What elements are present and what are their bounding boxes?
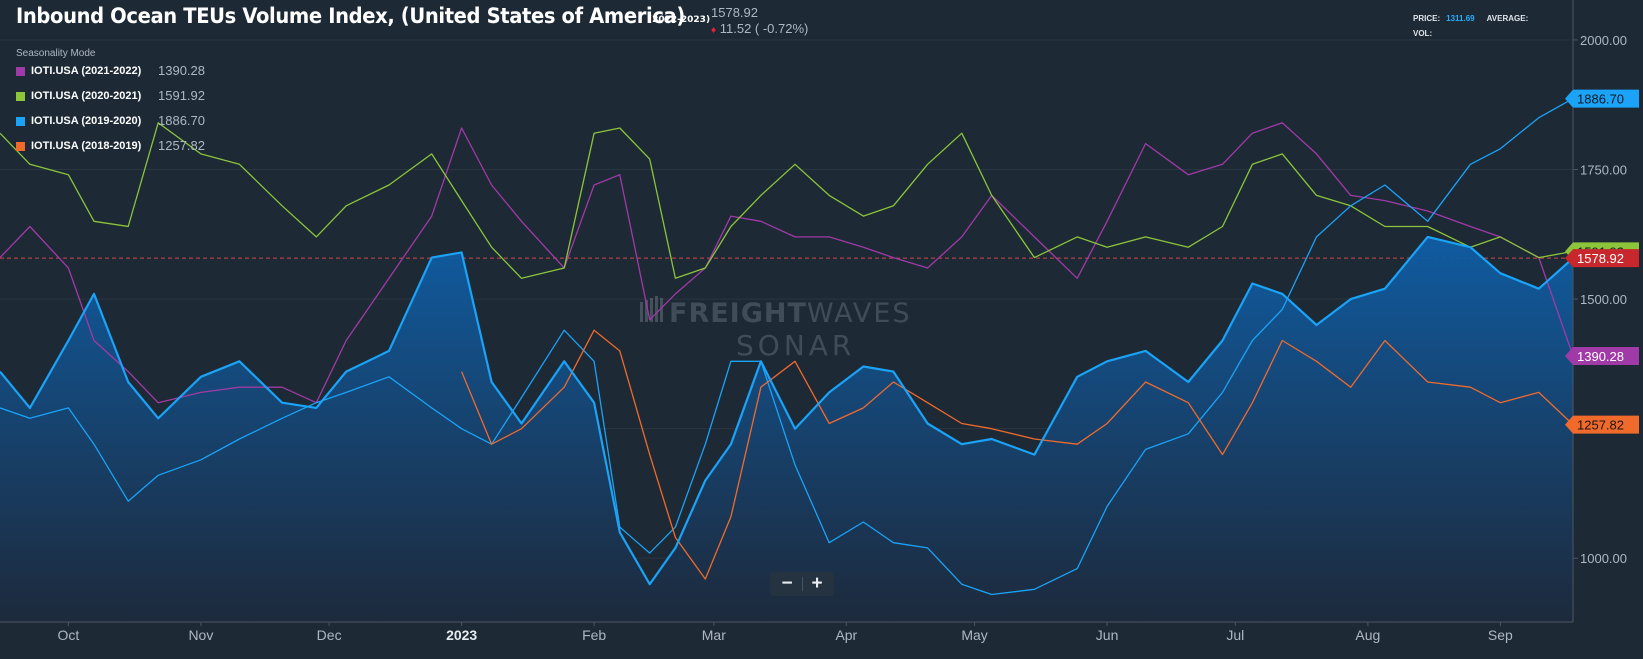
info-panel: PRICE: 1311.69 AVERAGE: VOL: xyxy=(1413,11,1528,41)
freightwaves-logo-icon xyxy=(640,296,663,322)
x-tick-label: Jun xyxy=(1096,627,1119,643)
y-tick-label: 2000.00 xyxy=(1580,33,1627,48)
legend-swatch xyxy=(16,67,25,76)
zoom-divider xyxy=(802,577,803,591)
x-tick-label: Dec xyxy=(317,627,342,643)
legend-item-name: IOTI.USA (2020-2021) xyxy=(31,90,142,102)
watermark-product: SONAR xyxy=(736,329,855,362)
legend-item-value: 1390.28 xyxy=(158,63,205,78)
x-tick-label: Feb xyxy=(582,627,606,643)
chart-title-block: Inbound Ocean TEUs Volume Index, (United… xyxy=(16,4,735,28)
x-tick-label: Oct xyxy=(58,627,80,643)
x-tick-label: May xyxy=(961,627,987,643)
quote-block: 1578.92 ♦ 11.52 ( -0.72%) xyxy=(711,5,808,39)
legend-swatch xyxy=(16,142,25,151)
legend-swatch xyxy=(16,92,25,101)
legend-swatch xyxy=(16,117,25,126)
series-line-2020-2021[interactable] xyxy=(0,122,1574,279)
price-label: PRICE: xyxy=(1413,14,1441,23)
price-tag: 1886.70 xyxy=(1565,89,1639,108)
price-tag-label: 1257.82 xyxy=(1577,418,1624,433)
price-tag-shape xyxy=(1565,346,1639,365)
price-value: 1311.69 xyxy=(1446,14,1475,23)
price-change: 11.52 ( -0.72%) xyxy=(719,21,809,36)
price-tag-shape xyxy=(1565,89,1639,108)
legend-item-value: 1257.82 xyxy=(158,138,205,153)
zoom-controls: − + xyxy=(770,572,834,596)
price-tag: 1390.28 xyxy=(1565,346,1639,365)
zoom-out-button[interactable]: − xyxy=(781,573,793,594)
price-tag: 1578.92 xyxy=(1565,249,1639,268)
legend-item-value: 1886.70 xyxy=(158,113,205,128)
x-tick-label: Aug xyxy=(1355,627,1380,643)
average-label: AVERAGE: xyxy=(1486,14,1529,23)
price-tag-label: 1578.92 xyxy=(1577,251,1624,266)
y-tick-label: 1000.00 xyxy=(1580,551,1627,566)
x-tick-label: 2023 xyxy=(446,627,477,643)
price-tag: 1257.82 xyxy=(1565,415,1639,434)
price-tag-label: 1886.70 xyxy=(1577,92,1624,107)
zoom-in-button[interactable]: + xyxy=(811,573,823,594)
series-line-2018-2019[interactable] xyxy=(460,329,1574,580)
down-arrow-icon: ♦ xyxy=(711,25,717,36)
chart-title-range: (2022-2023) xyxy=(648,15,711,25)
watermark-brand-bold: FREIGHT xyxy=(669,298,807,329)
x-tick-label: Sep xyxy=(1488,627,1513,643)
price-tag-shape xyxy=(1565,249,1639,268)
watermark-brand-light: WAVES xyxy=(807,298,912,329)
price-tag-label: 1390.28 xyxy=(1577,349,1624,364)
series-line-2021-2022[interactable] xyxy=(0,122,1574,404)
seasonality-mode-label: Seasonality Mode xyxy=(16,48,96,59)
y-tick-label: 1750.00 xyxy=(1580,162,1627,177)
svg-text:FREIGHTWAVES: FREIGHTWAVES xyxy=(669,298,912,329)
legend-item-name: IOTI.USA (2018-2019) xyxy=(31,140,142,152)
legend-item-name: IOTI.USA (2019-2020) xyxy=(31,115,142,127)
main-series-area xyxy=(0,236,1573,622)
chart-title: Inbound Ocean TEUs Volume Index, (United… xyxy=(16,4,685,28)
vol-label: VOL: xyxy=(1413,29,1433,38)
x-tick-label: Jul xyxy=(1226,627,1244,643)
legend-item-name: IOTI.USA (2021-2022) xyxy=(31,65,142,77)
x-tick-label: Apr xyxy=(835,627,857,643)
legend-item-value: 1591.92 xyxy=(158,88,205,103)
price-tag-shape xyxy=(1565,415,1639,434)
x-tick-label: Mar xyxy=(702,627,726,643)
last-price: 1578.92 xyxy=(711,5,758,20)
watermark: FREIGHTWAVES SONAR xyxy=(640,296,912,362)
x-tick-label: Nov xyxy=(188,627,213,643)
series-line-main[interactable] xyxy=(0,235,1574,586)
y-tick-label: 1500.00 xyxy=(1580,292,1627,307)
